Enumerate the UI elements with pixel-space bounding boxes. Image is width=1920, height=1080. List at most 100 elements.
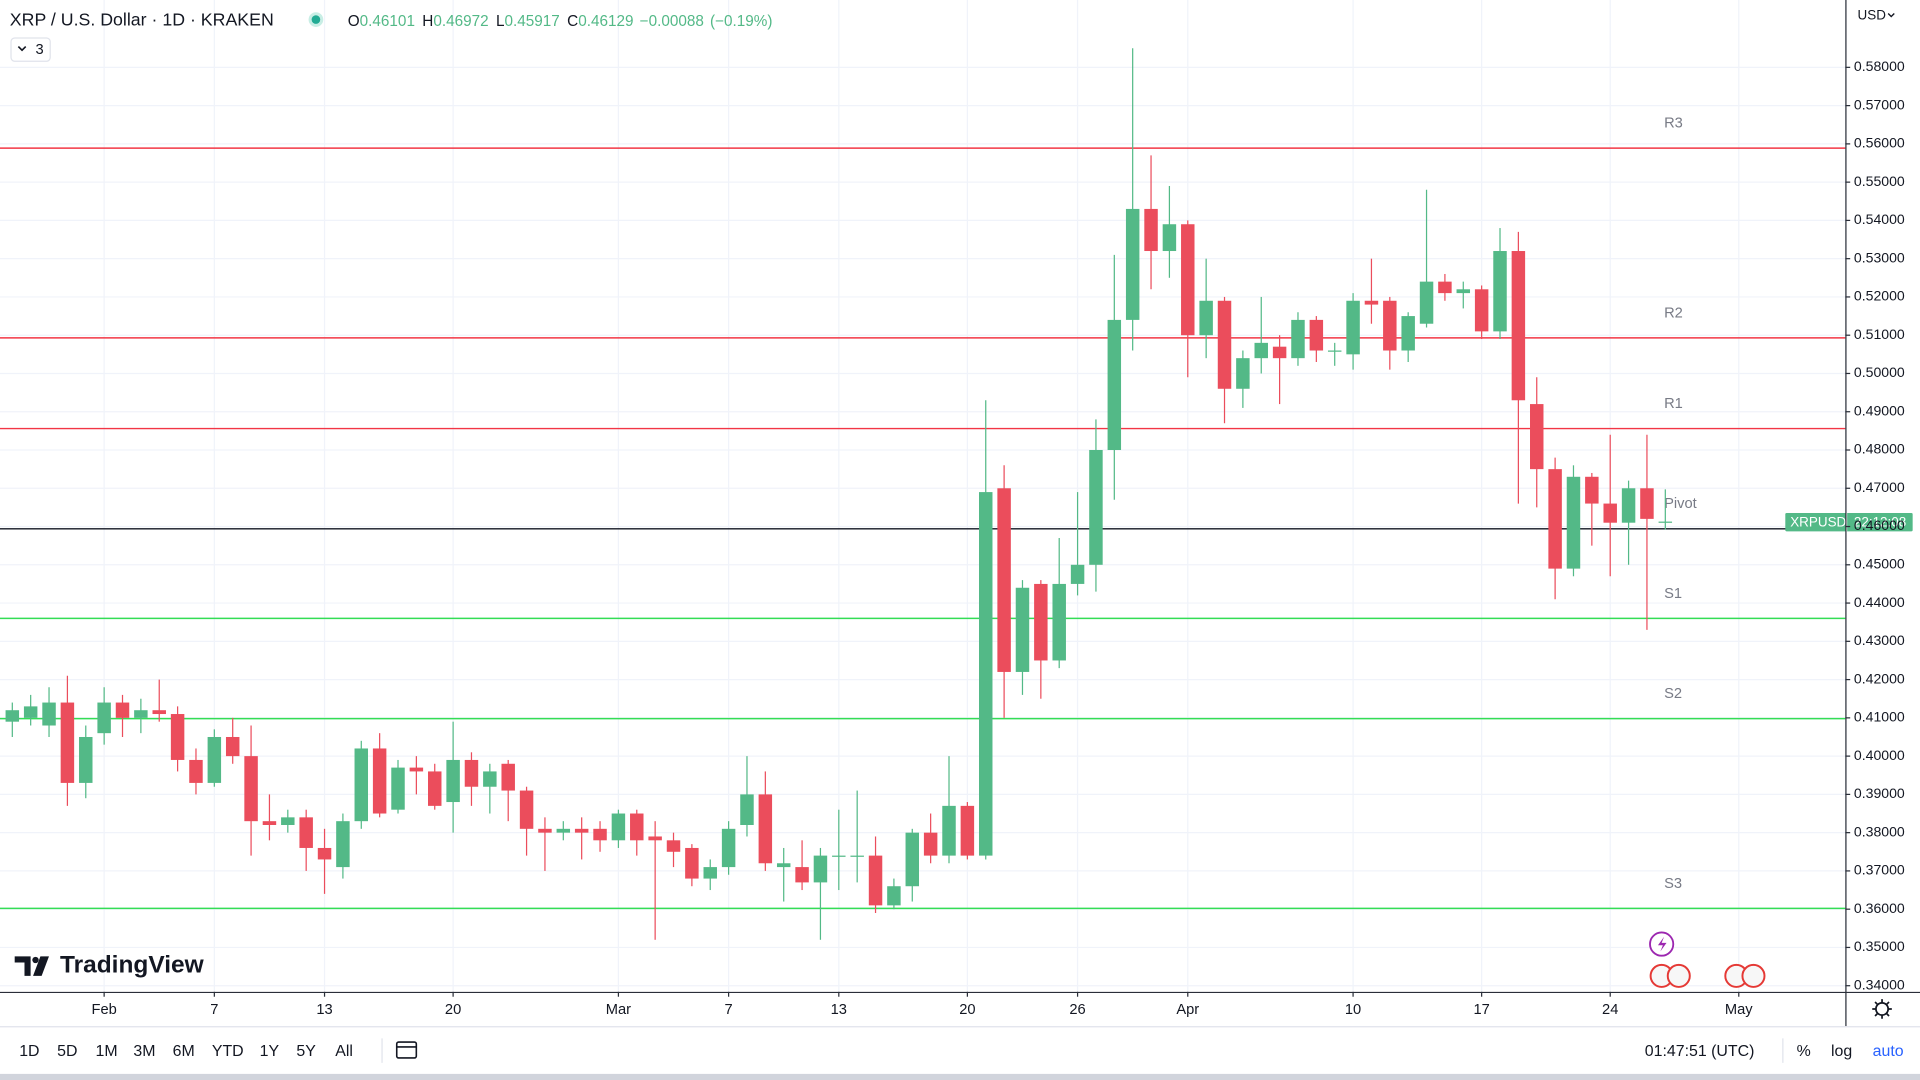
price-label-countdown: 22:12:08 — [1854, 514, 1906, 529]
candle-body — [887, 886, 901, 906]
candle-body — [1254, 342, 1268, 359]
candle-body — [1640, 488, 1654, 519]
candle-body — [299, 817, 313, 848]
candle-body — [501, 763, 515, 791]
currency-selector[interactable]: USD — [1858, 7, 1887, 22]
indicators-count: 3 — [36, 42, 44, 58]
y-tick-label: 0.34000 — [1854, 976, 1905, 992]
y-tick-label: 0.55000 — [1854, 173, 1905, 189]
range-button[interactable]: 1M — [95, 1043, 117, 1060]
toolbar: 1D 5D 1M 3M 6M YTD 1Y 5Y All 01:47:51 (UTC)% log au… — [19, 1043, 1904, 1060]
candle-body — [1181, 224, 1195, 336]
candle-body — [372, 748, 387, 814]
candle-body — [225, 736, 240, 757]
price-axis: 0.34000 0.35000 0.36000 0.37000 0.38000 0.390… — [1845, 58, 1905, 992]
date-range-icon[interactable] — [395, 1041, 418, 1059]
chevron-icon — [17, 45, 27, 52]
candle-body — [189, 759, 203, 783]
x-tick-label: 20 — [445, 1002, 461, 1018]
candle-body — [611, 813, 626, 841]
level-label: R1 — [1664, 396, 1683, 412]
flag-icon[interactable] — [1666, 963, 1691, 988]
y-tick-label: 0.52000 — [1854, 288, 1905, 304]
candle-body — [538, 828, 552, 833]
x-tick-label: Apr — [1176, 1002, 1199, 1018]
candle-body — [1125, 208, 1140, 320]
candle-body — [152, 710, 166, 715]
range-button[interactable]: 1Y — [260, 1043, 280, 1060]
level-label: R2 — [1664, 305, 1683, 321]
y-tick-label: 0.44000 — [1854, 594, 1905, 610]
grid — [0, 0, 1846, 992]
candle-body — [1419, 281, 1434, 324]
range-button[interactable]: 3M — [133, 1043, 155, 1060]
candle-body — [593, 828, 607, 841]
clock: 01:47:51 (UTC) — [1645, 1043, 1755, 1060]
candle-body — [1089, 450, 1103, 565]
candle-body — [850, 855, 864, 857]
candle-body — [813, 855, 828, 883]
level-label: R3 — [1664, 115, 1683, 131]
indicators-toggle[interactable] — [10, 37, 51, 62]
candle-body — [1052, 583, 1066, 661]
range-button[interactable]: 5Y — [296, 1043, 316, 1060]
status-dot — [311, 15, 321, 24]
candle-body — [79, 736, 93, 783]
candle-body — [1291, 319, 1305, 359]
candle-body — [574, 828, 589, 833]
range-button[interactable]: All — [335, 1043, 353, 1060]
candle-body — [1346, 300, 1360, 355]
event-icons — [1649, 931, 1766, 988]
candle-body — [170, 714, 185, 760]
candle-body — [1327, 350, 1342, 352]
x-tick-label: 7 — [210, 1002, 218, 1018]
range-button[interactable]: 6M — [173, 1043, 195, 1060]
ohlc-legend: O0.46101 H0.46972 L0.45917 C0.46129 −0.00088… — [348, 13, 773, 30]
flag-icon[interactable] — [1741, 963, 1766, 988]
candle-body — [281, 817, 295, 825]
scale-option[interactable]: auto — [1873, 1043, 1904, 1060]
y-tick-label: 0.54000 — [1854, 211, 1905, 227]
level-label: S3 — [1664, 876, 1682, 892]
y-tick-label: 0.58000 — [1854, 58, 1905, 74]
candle-body — [740, 794, 754, 825]
candle-body — [923, 832, 938, 856]
range-button[interactable]: YTD — [212, 1043, 244, 1060]
ohlc-value: 0.45917 — [505, 13, 560, 30]
candle-body — [483, 771, 497, 787]
candle-body — [262, 821, 277, 825]
candle-body — [5, 710, 20, 722]
candle-body — [134, 710, 148, 718]
chevron-icon — [1887, 12, 1895, 18]
candle-body — [1585, 476, 1599, 504]
candle-body — [997, 488, 1011, 672]
candle-body — [1034, 583, 1048, 661]
y-tick-label: 0.46000 — [1854, 517, 1905, 533]
price-label-box — [1785, 513, 1913, 532]
scale-option[interactable]: % — [1797, 1043, 1811, 1060]
ohlc-value: 0.46972 — [433, 13, 488, 30]
y-tick-label: 0.43000 — [1854, 632, 1905, 648]
x-tick-label: May — [1725, 1002, 1753, 1018]
candle-body — [703, 867, 717, 879]
y-tick-label: 0.36000 — [1854, 900, 1905, 916]
y-tick-label: 0.48000 — [1854, 441, 1905, 457]
candle-body — [317, 847, 332, 860]
logo-mark — [14, 956, 49, 976]
candles: XRPUSD 22:12:08 — [5, 48, 1913, 940]
logo-text: TradingView — [60, 952, 205, 979]
scale-option[interactable]: log — [1831, 1043, 1852, 1060]
y-tick-label: 0.42000 — [1854, 670, 1905, 686]
candle-body — [1511, 251, 1526, 401]
candle-body — [1603, 503, 1617, 523]
range-button[interactable]: 1D — [19, 1043, 39, 1060]
logo: TradingView — [14, 952, 205, 979]
y-tick-label: 0.37000 — [1854, 862, 1905, 878]
candle-body — [832, 855, 846, 857]
y-tick-label: 0.56000 — [1854, 135, 1905, 151]
range-button[interactable]: 5D — [57, 1043, 77, 1060]
candle-body — [685, 847, 699, 879]
candle-body — [758, 794, 773, 864]
